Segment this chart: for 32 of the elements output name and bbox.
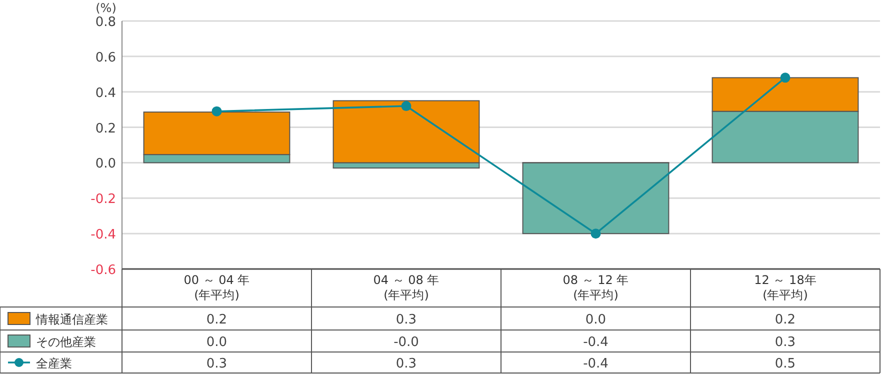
point: [590, 228, 601, 239]
x-tick-label: 04 ～ 08 年 (年平均): [373, 273, 440, 302]
y-tick-label: 0.6: [95, 50, 116, 66]
data-label: -0.0: [394, 335, 419, 350]
legend-label: その他産業: [36, 335, 96, 349]
legend-label: 全産業: [36, 356, 72, 370]
y-axis-title: (%): [96, 1, 116, 15]
data-label: -0.4: [583, 335, 608, 350]
y-tick-label: 0.8: [95, 15, 116, 30]
point: [780, 72, 790, 83]
data-label: 0.0: [585, 312, 606, 328]
x-tick-label: 12 ～ 18年 (年平均): [754, 273, 816, 302]
legend-label: 情報通信産業: [35, 312, 108, 326]
y-tick-label: -0.2: [90, 192, 116, 208]
y-tick-label: -0.4: [90, 228, 116, 243]
data-label: 0.2: [206, 312, 228, 328]
point: [401, 101, 412, 112]
data-label: 0.3: [206, 356, 228, 372]
point: [212, 106, 222, 116]
data-label: -0.4: [583, 356, 608, 372]
y-tick-label: 0.0: [95, 156, 116, 172]
y-tick-label: 0.4: [95, 86, 116, 101]
y-tick-label: 0.2: [95, 121, 116, 136]
data-label: 0.0: [206, 335, 228, 350]
data-label: 0.3: [396, 312, 417, 328]
x-tick-label: 08 ～ 12 年 (年平均): [562, 273, 629, 302]
data-label: 0.5: [774, 356, 796, 372]
data-label: 0.3: [396, 356, 417, 372]
x-tick-label: 00 ～ 04 年 (年平均): [184, 273, 250, 302]
data-label: 0.2: [774, 312, 796, 328]
data-label: 0.3: [774, 335, 796, 350]
y-tick-label: -0.6: [90, 263, 116, 278]
